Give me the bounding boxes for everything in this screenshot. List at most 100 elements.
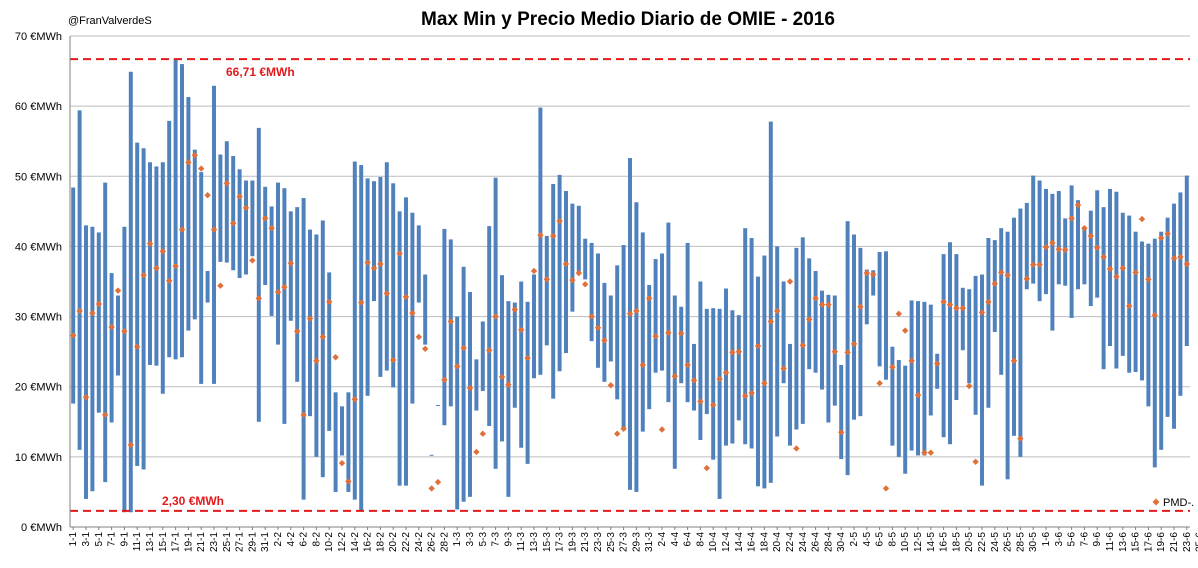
range-bar xyxy=(788,343,792,446)
range-bar xyxy=(1005,231,1010,480)
pmd-point xyxy=(153,264,160,272)
range-bar xyxy=(1152,238,1157,468)
range-bar xyxy=(768,121,773,483)
x-tick-label: 26-4 xyxy=(811,532,822,552)
range-bar xyxy=(999,228,1004,375)
pmd-point xyxy=(1164,230,1171,238)
range-bar xyxy=(775,246,780,437)
x-tick-label: 14-2 xyxy=(350,532,361,552)
x-tick-label: 3-3 xyxy=(465,532,476,547)
legend: PMD-. xyxy=(1152,497,1194,509)
pmd-point xyxy=(166,277,173,284)
pmd-point xyxy=(703,464,710,472)
pmd-point xyxy=(537,232,544,239)
pmd-point xyxy=(479,430,486,437)
pmd-point xyxy=(633,307,640,315)
author-handle: @FranValverdeS xyxy=(68,15,152,27)
pmd-point xyxy=(236,193,243,200)
y-tick-label: 20 €MWh xyxy=(15,382,62,394)
pmd-point xyxy=(550,232,557,240)
range-bar xyxy=(583,238,588,280)
pmd-point xyxy=(409,309,416,317)
pmd-point xyxy=(230,220,237,227)
range-bar xyxy=(384,162,389,371)
x-tick-label: 27-1 xyxy=(235,532,246,552)
pmd-point xyxy=(562,260,570,268)
pmd-point xyxy=(1145,276,1152,283)
chart-title: Max Min y Precio Medio Diario de OMIE - … xyxy=(421,9,835,30)
pmd-point xyxy=(332,354,339,361)
range-bar xyxy=(884,251,888,380)
pmd-point xyxy=(908,357,915,364)
range-bar xyxy=(397,211,402,486)
pmd-point xyxy=(818,301,826,308)
pmd-point xyxy=(729,349,736,356)
range-bar xyxy=(1146,243,1151,407)
pmd-point xyxy=(422,345,429,353)
range-bar xyxy=(570,203,575,312)
x-tick-label: 18-4 xyxy=(759,532,770,552)
x-tick-label: 8-5 xyxy=(887,532,898,547)
pmd-point xyxy=(210,226,218,233)
range-bar xyxy=(986,238,991,408)
pmd-point xyxy=(287,260,294,267)
pmd-point xyxy=(377,260,384,268)
x-tick-label: 5-3 xyxy=(478,532,489,547)
x-tick-label: 5-1 xyxy=(94,532,105,547)
pmd-point xyxy=(1106,265,1114,273)
pmd-point xyxy=(415,333,422,341)
range-bar xyxy=(896,360,901,457)
range-bar xyxy=(557,174,562,372)
x-tick-label: 24-5 xyxy=(990,532,1001,552)
reference-line-label: 66,71 €MWh xyxy=(226,65,295,79)
range-bar xyxy=(141,148,146,470)
range-bar xyxy=(1088,210,1093,307)
pmd-point xyxy=(1170,255,1178,262)
range-bar xyxy=(864,269,869,325)
x-tick-label: 6-4 xyxy=(683,532,694,547)
pmd-point xyxy=(268,224,275,232)
range-bar xyxy=(813,270,818,373)
pmd-point xyxy=(678,330,685,337)
x-tick-label: 3-6 xyxy=(1054,532,1065,547)
pmd-point xyxy=(1081,224,1088,232)
range-bar xyxy=(1120,212,1125,356)
pmd-point xyxy=(1094,244,1101,252)
pmd-point xyxy=(76,307,83,315)
pmd-point xyxy=(204,192,211,199)
pmd-point xyxy=(543,276,550,283)
range-bar xyxy=(160,162,165,394)
pmd-point xyxy=(1030,261,1037,268)
x-tick-label: 22-5 xyxy=(977,532,988,552)
pmd-point xyxy=(511,306,518,313)
pmd-point xyxy=(614,430,621,437)
range-bar xyxy=(1114,191,1119,369)
x-tick-label: 17-1 xyxy=(171,532,182,552)
range-bar xyxy=(1127,215,1132,373)
range-bar xyxy=(327,272,332,431)
x-tick-label: 14-4 xyxy=(734,532,745,552)
pmd-point xyxy=(396,250,403,257)
pmd-point xyxy=(178,226,186,233)
x-tick-label: 26-5 xyxy=(1003,532,1014,552)
pmd-point xyxy=(172,262,179,270)
x-tick-label: 27-3 xyxy=(619,532,630,552)
range-bar xyxy=(493,177,498,469)
x-tick-label: 19-1 xyxy=(183,532,194,552)
pmd-point xyxy=(498,373,506,381)
pmd-point xyxy=(812,295,819,302)
pmd-point xyxy=(102,411,109,418)
range-bar xyxy=(365,178,370,396)
range-bar xyxy=(960,287,965,351)
range-bar xyxy=(1018,208,1023,457)
x-tick-label: 8-4 xyxy=(695,532,706,547)
pmd-point xyxy=(793,445,800,452)
x-tick-label: 10-5 xyxy=(900,532,911,552)
pmd-point xyxy=(1138,215,1146,223)
range-bar xyxy=(653,259,658,373)
x-tick-label: 17-6 xyxy=(1143,532,1154,552)
x-tick-label: 23-6 xyxy=(1182,532,1193,552)
pmd-point xyxy=(870,271,877,278)
pmd-point xyxy=(390,356,397,364)
pmd-point xyxy=(1074,201,1082,209)
